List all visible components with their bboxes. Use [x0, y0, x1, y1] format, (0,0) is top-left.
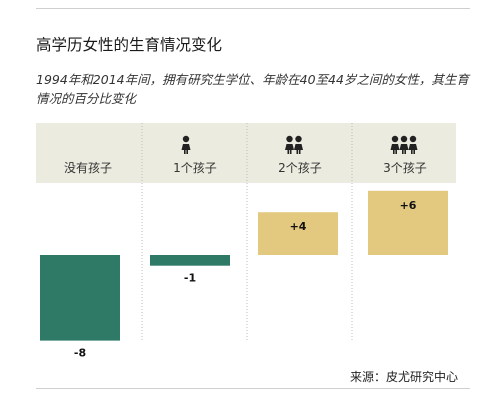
category-label-two-children: 2个孩子 [278, 161, 322, 175]
category-header-band [36, 123, 456, 183]
bottom-rule [36, 388, 470, 389]
child-icon [181, 135, 191, 154]
two-children-icon [285, 135, 303, 154]
category-label-no-children: 没有孩子 [63, 161, 112, 175]
chart-title: 高学历女性的生育情况变化 [36, 36, 223, 54]
value-label-4: +6 [400, 199, 417, 212]
bar-4 [368, 190, 448, 255]
value-label-2: -1 [184, 272, 196, 285]
three-children-icon [390, 135, 418, 154]
bar-3 [258, 212, 338, 255]
bar-2 [150, 255, 230, 266]
bar-1 [40, 255, 120, 341]
value-label-3: +4 [290, 220, 307, 233]
source-note: 来源：皮尤研究中心 [349, 370, 458, 384]
chart-subtitle: 1994年和2014年间，拥有研究生学位、年龄在40至44岁之间的女性，其生育情… [36, 72, 469, 106]
top-rule [36, 8, 470, 9]
category-label-three-children: 3个孩子 [383, 161, 427, 175]
category-label-one-child: 1个孩子 [173, 161, 217, 175]
value-label-1: -8 [74, 347, 86, 360]
